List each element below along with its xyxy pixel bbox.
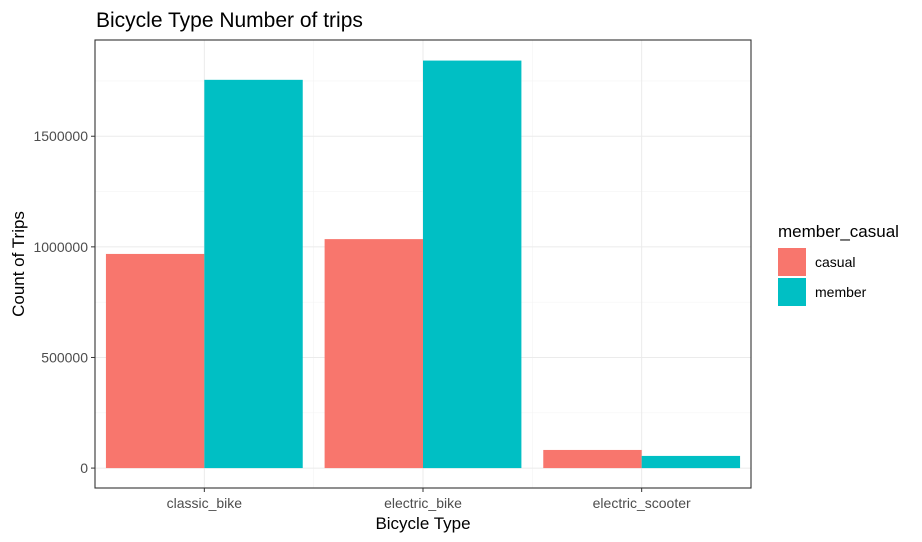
bar-casual-electric_bike — [324, 239, 423, 469]
legend-key-member — [778, 278, 806, 306]
y-tick-label: 1000000 — [33, 239, 88, 255]
bars — [105, 60, 741, 469]
x-tick-label: classic_bike — [167, 495, 243, 511]
chart-title: Bicycle Type Number of trips — [96, 9, 363, 32]
bar-casual-classic_bike — [105, 253, 205, 469]
y-tick-label: 500000 — [41, 349, 88, 365]
bar-member-electric_bike — [423, 60, 522, 469]
legend-label-casual: casual — [815, 254, 855, 270]
x-tick-label: electric_bike — [384, 495, 462, 511]
y-axis: 0 500000 1000000 1500000 — [33, 128, 95, 476]
y-axis-title: Count of Trips — [9, 211, 28, 317]
legend-label-member: member — [815, 284, 867, 300]
bar-casual-electric_scooter — [543, 449, 642, 469]
legend-title: member_casual — [778, 222, 899, 241]
x-tick-label: electric_scooter — [593, 495, 691, 511]
y-tick-label: 1500000 — [33, 128, 88, 144]
bar-member-electric_scooter — [641, 455, 741, 469]
x-axis: classic_bike electric_bike electric_scoote… — [167, 488, 691, 511]
plot-panel — [94, 39, 752, 489]
x-axis-title: Bicycle Type — [375, 514, 470, 533]
legend: member_casual casual member — [778, 222, 899, 306]
y-tick-label: 0 — [80, 460, 88, 476]
bar-member-classic_bike — [204, 79, 303, 469]
legend-key-casual — [778, 248, 806, 276]
